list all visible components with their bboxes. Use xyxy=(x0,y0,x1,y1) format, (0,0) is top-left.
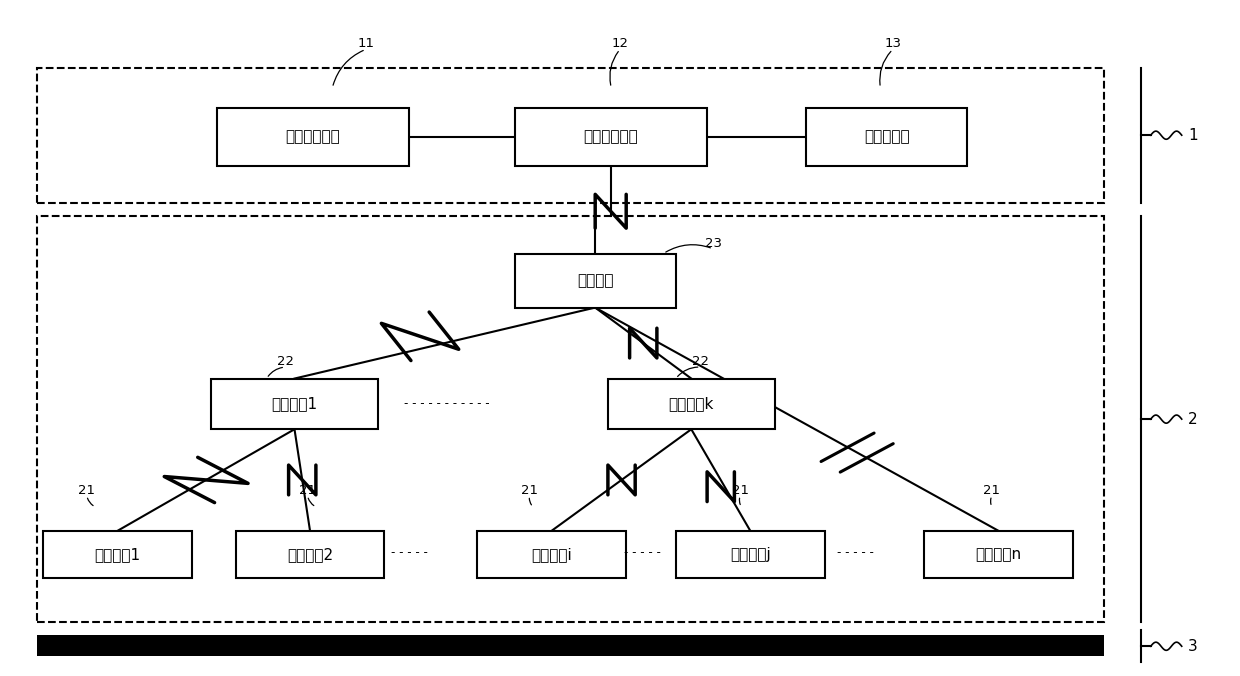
Text: 21: 21 xyxy=(521,483,538,497)
Text: - - - - -: - - - - - xyxy=(837,546,874,559)
Text: 3: 3 xyxy=(1188,639,1198,654)
Text: 22: 22 xyxy=(692,355,709,368)
Text: 2: 2 xyxy=(1188,412,1198,427)
Bar xyxy=(37,68,1104,203)
Text: - - - - -: - - - - - xyxy=(391,546,428,559)
Bar xyxy=(806,108,967,166)
Bar xyxy=(515,254,676,308)
Text: 传感节点j: 传感节点j xyxy=(730,547,770,562)
Text: 1: 1 xyxy=(1188,128,1198,143)
Text: 数据处理单元: 数据处理单元 xyxy=(285,129,341,145)
Bar xyxy=(477,531,626,578)
Text: 传感节点2: 传感节点2 xyxy=(286,547,334,562)
Text: 传感节点i: 传感节点i xyxy=(532,547,572,562)
Bar xyxy=(211,379,378,429)
Text: 13: 13 xyxy=(884,37,901,51)
Bar xyxy=(236,531,384,578)
Text: 22: 22 xyxy=(277,355,294,368)
Text: - - - - -: - - - - - xyxy=(624,546,661,559)
Text: 传感节点n: 传感节点n xyxy=(975,547,1022,562)
Bar xyxy=(37,635,1104,656)
Text: 路由节点k: 路由节点k xyxy=(668,396,714,412)
Text: 传感节点1: 传感节点1 xyxy=(94,547,141,562)
Text: 21: 21 xyxy=(299,483,316,497)
Bar xyxy=(924,531,1073,578)
Text: 路由节点1: 路由节点1 xyxy=(272,396,317,412)
Bar xyxy=(608,379,775,429)
Text: - - - - - - - - - - -: - - - - - - - - - - - xyxy=(403,397,490,410)
Text: 12: 12 xyxy=(611,37,629,51)
Text: 21: 21 xyxy=(983,483,1001,497)
Bar xyxy=(37,216,1104,622)
Text: 数据通信单元: 数据通信单元 xyxy=(583,129,639,145)
Text: 数据库单元: 数据库单元 xyxy=(864,129,909,145)
Bar xyxy=(43,531,192,578)
Text: 11: 11 xyxy=(357,37,374,51)
Bar xyxy=(515,108,707,166)
Bar xyxy=(676,531,825,578)
Text: 21: 21 xyxy=(78,483,95,497)
Text: 网关节点: 网关节点 xyxy=(577,273,614,288)
Text: 23: 23 xyxy=(704,237,722,250)
Text: 21: 21 xyxy=(732,483,749,497)
Bar xyxy=(217,108,409,166)
